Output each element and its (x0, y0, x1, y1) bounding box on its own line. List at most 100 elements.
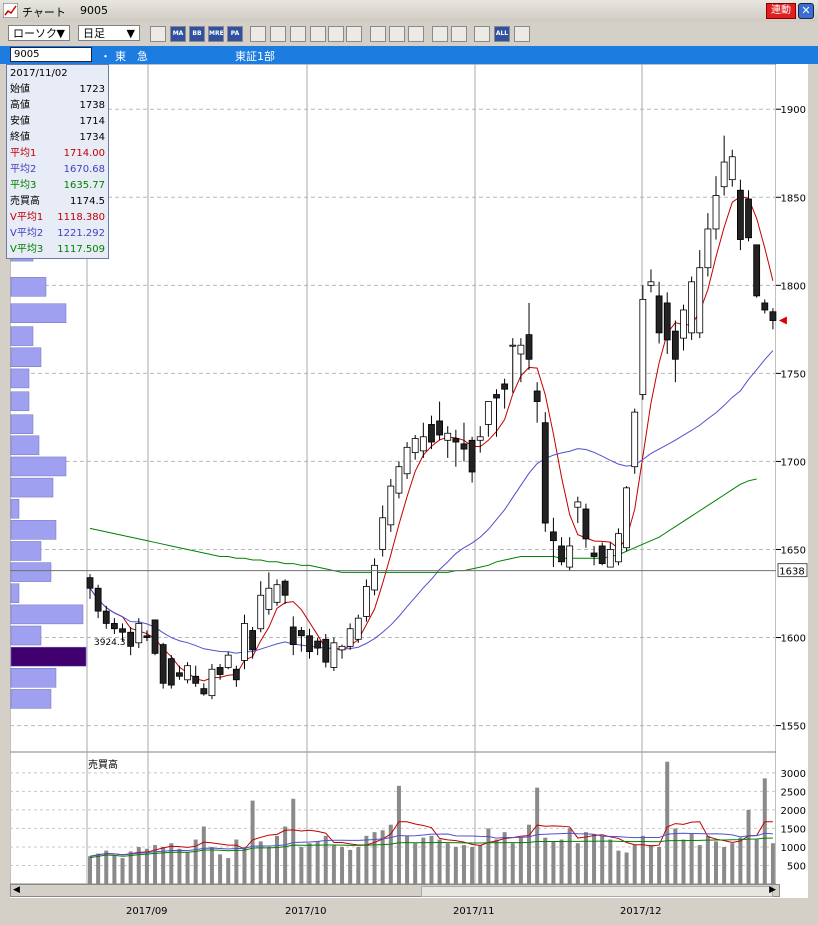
volume-bar (364, 835, 369, 884)
pen-icon[interactable] (370, 26, 386, 42)
line-icon[interactable] (250, 26, 266, 42)
candle-body (411, 438, 419, 454)
candle (192, 665, 200, 687)
search-icon[interactable] (432, 26, 448, 42)
plot-frame (10, 64, 777, 885)
candle (444, 426, 452, 458)
pa-icon[interactable]: PA (227, 26, 243, 42)
y-tick-label: 1600 (781, 634, 806, 645)
candle-body (428, 424, 435, 443)
candle-body (680, 309, 687, 339)
volume-bar (592, 833, 597, 884)
price-profile-bar (10, 541, 42, 561)
volume-bar (153, 845, 158, 884)
candle (338, 644, 346, 659)
volume-bar (112, 855, 117, 884)
candle-body (574, 501, 582, 508)
candle (509, 338, 517, 393)
volume-bar (421, 837, 426, 884)
symbol-input[interactable]: 9005 (10, 47, 92, 62)
candle-body (176, 672, 183, 677)
candle (403, 442, 411, 480)
all-icon[interactable]: ALL (494, 26, 510, 42)
candle-body (167, 658, 175, 686)
candle (680, 304, 687, 351)
chevron-down-icon: ▼ (56, 27, 65, 40)
candle-body (306, 635, 313, 653)
info-value: 1174.5 (70, 196, 105, 207)
candlestick-chart[interactable]: 1550 1600 1650 1700 1750 1800 1850 1900 1638 3924… (10, 64, 808, 899)
candle-body (525, 334, 533, 360)
info-row: 平均2 1670.68 (10, 162, 105, 178)
volume-bar (258, 841, 263, 884)
candle (712, 176, 720, 240)
candle-body (322, 638, 330, 663)
info-row: 平均3 1635.77 (10, 178, 105, 194)
candle-body (533, 390, 541, 402)
info-value: 1117.509 (57, 244, 105, 255)
zoom-icon[interactable] (310, 26, 326, 42)
fibonacci-icon[interactable] (451, 26, 467, 42)
vol-tick-label: 500 (787, 861, 806, 872)
fit-icon[interactable] (514, 26, 530, 42)
candle-body (623, 487, 630, 549)
volume-bar (762, 778, 767, 884)
eraser-icon[interactable] (408, 26, 424, 42)
info-label: V平均3 (10, 244, 44, 255)
scroll-icon[interactable] (474, 26, 490, 42)
candle-body (761, 302, 769, 311)
candle (574, 496, 582, 524)
chart-area[interactable]: 1550 1600 1650 1700 1750 1800 1850 1900 1638 3924… (10, 64, 808, 899)
mre-icon[interactable]: MRE (208, 26, 224, 42)
candle-body (688, 281, 696, 334)
candle-body (241, 623, 248, 661)
cursor-icon[interactable] (389, 26, 405, 42)
chart-settings-icon[interactable] (150, 26, 166, 42)
info-value: 1221.292 (57, 228, 105, 239)
horizontal-scrollbar[interactable]: ◀ ▶ (10, 884, 780, 897)
volume-bar (250, 800, 255, 884)
price-profile-bar (10, 477, 54, 498)
volume-bar (120, 858, 125, 884)
cross-icon[interactable] (270, 26, 286, 42)
volume-bar (559, 839, 564, 884)
scroll-left-icon[interactable]: ◀ (13, 885, 20, 895)
candle (281, 579, 289, 605)
volume-bar (307, 843, 312, 884)
period-select[interactable]: 日足 ▼ (78, 25, 140, 41)
scroll-right-icon[interactable]: ▶ (769, 885, 776, 895)
price-info-box: 2017/11/02 始値 1723 高値 1738 安値 1714 終値 1734 平均1 17… (6, 64, 109, 259)
info-value: 1714 (79, 116, 105, 127)
candle (655, 281, 663, 344)
candle-body (541, 422, 549, 524)
candle (541, 412, 549, 532)
ma-icon[interactable]: MA (170, 26, 186, 42)
scroll-thumb[interactable] (421, 886, 773, 897)
candle (102, 605, 110, 629)
candle-body (663, 302, 671, 341)
volume-bar (299, 846, 304, 884)
volume-bar (242, 846, 247, 884)
candle (330, 637, 338, 671)
x-tick-label: 2017/09 (126, 906, 168, 917)
volume-bar (396, 785, 401, 884)
grid-icon[interactable] (346, 26, 362, 42)
volume-bar (714, 841, 719, 884)
candle (419, 422, 427, 458)
close-icon[interactable]: ✕ (798, 3, 814, 19)
candle-body (712, 195, 720, 230)
price-profile-bar (10, 326, 34, 346)
candle-body (94, 587, 102, 612)
candle-body (696, 267, 704, 334)
volume-bar (201, 826, 206, 884)
bb-icon[interactable]: BB (189, 26, 205, 42)
cross-value-icon[interactable] (290, 26, 306, 42)
link-button[interactable]: 連動 (766, 3, 796, 19)
volume-bar (730, 843, 735, 884)
candle (314, 637, 322, 656)
volume-bar (746, 809, 751, 884)
vol-tick-label: 2500 (781, 787, 806, 798)
candle (598, 542, 606, 566)
chart-type-select[interactable]: ローソク ▼ (8, 25, 70, 41)
table-icon[interactable] (328, 26, 344, 42)
